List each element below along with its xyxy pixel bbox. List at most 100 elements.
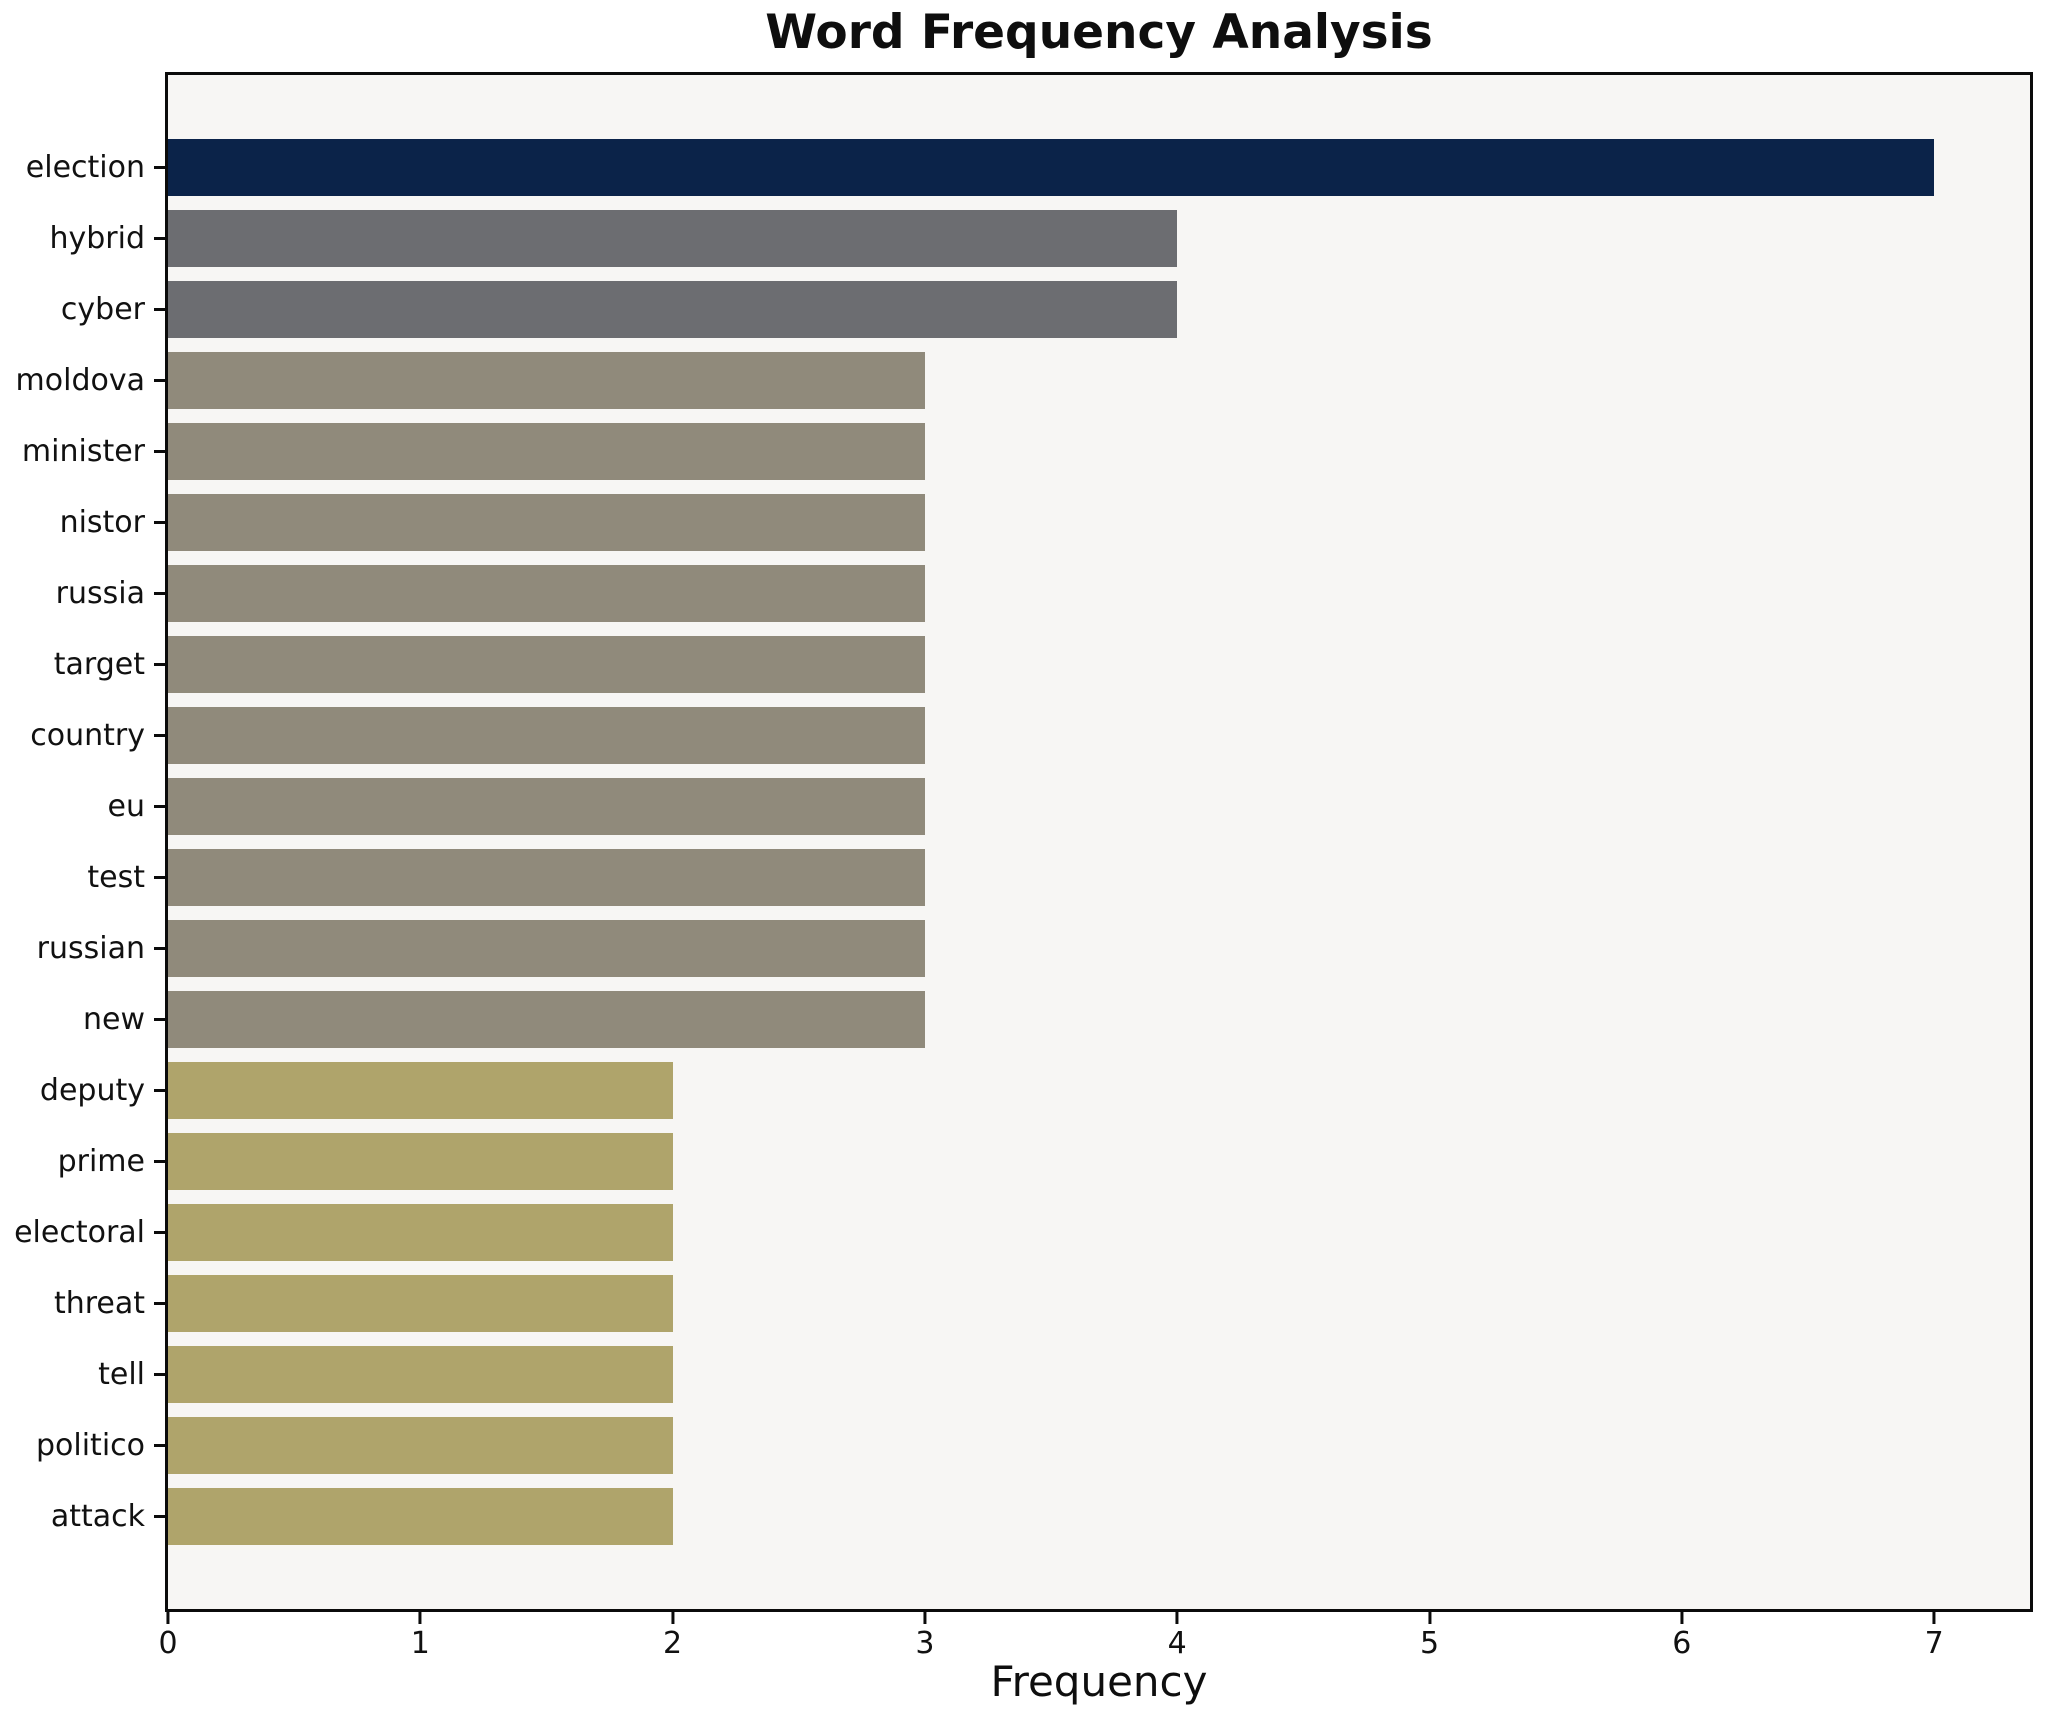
y-label-row: target [0, 629, 165, 700]
bar-tell [168, 1346, 673, 1403]
bar-cyber [168, 281, 1178, 338]
y-tick-mark [154, 663, 165, 666]
y-tick-label: new [82, 1002, 145, 1037]
y-tick-mark [154, 1373, 165, 1376]
bar-target [168, 636, 925, 693]
y-tick-mark [154, 308, 165, 311]
x-tick: 6 [1672, 1612, 1691, 1659]
y-tick-label: eu [107, 789, 145, 824]
bar-row [168, 1055, 2030, 1126]
y-label-row: minister [0, 416, 165, 487]
y-tick-mark [154, 1515, 165, 1518]
bar-electoral [168, 1204, 673, 1261]
bar-row [168, 700, 2030, 771]
y-tick-label: russian [36, 931, 145, 966]
bar-hybrid [168, 210, 1178, 267]
bar-row [168, 132, 2030, 203]
bar-row [168, 274, 2030, 345]
bar-russian [168, 920, 925, 977]
bar-prime [168, 1133, 673, 1190]
y-tick-label: tell [98, 1357, 145, 1392]
y-tick-mark [154, 1089, 165, 1092]
y-label-row: threat [0, 1268, 165, 1339]
y-tick-mark [154, 1160, 165, 1163]
bar-row [168, 984, 2030, 1055]
x-tick-mark [1680, 1612, 1684, 1624]
y-label-row: country [0, 700, 165, 771]
bar-row [168, 1197, 2030, 1268]
y-label-row: new [0, 984, 165, 1055]
y-tick-label: politico [35, 1428, 145, 1463]
y-label-row: russian [0, 913, 165, 984]
bar-eu [168, 778, 925, 835]
x-tick: 2 [663, 1612, 682, 1659]
y-tick-label: prime [57, 1144, 145, 1179]
bar-russia [168, 565, 925, 622]
y-tick-mark [154, 805, 165, 808]
y-tick-label: attack [50, 1499, 145, 1534]
y-tick-label: deputy [39, 1073, 145, 1108]
x-tick: 5 [1420, 1612, 1439, 1659]
y-label-row: politico [0, 1410, 165, 1481]
y-tick-mark [154, 592, 165, 595]
x-tick-mark [166, 1612, 170, 1624]
x-tick-mark [671, 1612, 675, 1624]
bar-row [168, 1410, 2030, 1481]
y-tick-label: test [87, 860, 145, 895]
bar-row [168, 842, 2030, 913]
y-tick-label: moldova [15, 363, 145, 398]
bar-row [168, 1126, 2030, 1197]
x-tick-mark [923, 1612, 927, 1624]
y-label-row: eu [0, 771, 165, 842]
y-label-row: election [0, 132, 165, 203]
y-tick-label: minister [21, 434, 145, 469]
plot-area [165, 72, 2033, 1612]
y-tick-label: cyber [60, 292, 145, 327]
y-tick-mark [154, 1231, 165, 1234]
bar-threat [168, 1275, 673, 1332]
x-tick: 7 [1925, 1612, 1944, 1659]
y-label-row: attack [0, 1481, 165, 1552]
y-tick-mark [154, 1444, 165, 1447]
y-tick-label: hybrid [49, 221, 145, 256]
y-tick-label: threat [53, 1286, 145, 1321]
y-tick-label: russia [55, 576, 145, 611]
y-label-row: electoral [0, 1197, 165, 1268]
y-tick-label: target [53, 647, 145, 682]
x-tick-mark [418, 1612, 422, 1624]
bar-moldova [168, 352, 925, 409]
y-tick-label: country [30, 718, 145, 753]
x-tick-label: 6 [1672, 1626, 1692, 1661]
y-tick-mark [154, 1302, 165, 1305]
bars-container [168, 75, 2030, 1609]
y-tick-mark [154, 734, 165, 737]
y-label-row: tell [0, 1339, 165, 1410]
bar-row [168, 629, 2030, 700]
bar-row [168, 1268, 2030, 1339]
bar-minister [168, 423, 925, 480]
y-label-row: cyber [0, 274, 165, 345]
y-tick-mark [154, 450, 165, 453]
x-tick-label: 3 [915, 1626, 935, 1661]
y-tick-mark [154, 1018, 165, 1021]
chart-title: Word Frequency Analysis [765, 5, 1433, 60]
x-tick: 1 [411, 1612, 430, 1659]
y-label-row: moldova [0, 345, 165, 416]
bar-row [168, 558, 2030, 629]
x-tick-label: 2 [663, 1626, 683, 1661]
y-tick-mark [154, 166, 165, 169]
bar-row [168, 1481, 2030, 1552]
x-tick-label: 4 [1167, 1626, 1187, 1661]
bar-deputy [168, 1062, 673, 1119]
bar-test [168, 849, 925, 906]
bar-row [168, 913, 2030, 984]
y-tick-mark [154, 379, 165, 382]
y-tick-mark [154, 947, 165, 950]
y-label-row: russia [0, 558, 165, 629]
y-label-row: test [0, 842, 165, 913]
bar-attack [168, 1488, 673, 1545]
x-tick: 3 [915, 1612, 934, 1659]
bar-row [168, 487, 2030, 558]
x-tick-label: 1 [410, 1626, 430, 1661]
